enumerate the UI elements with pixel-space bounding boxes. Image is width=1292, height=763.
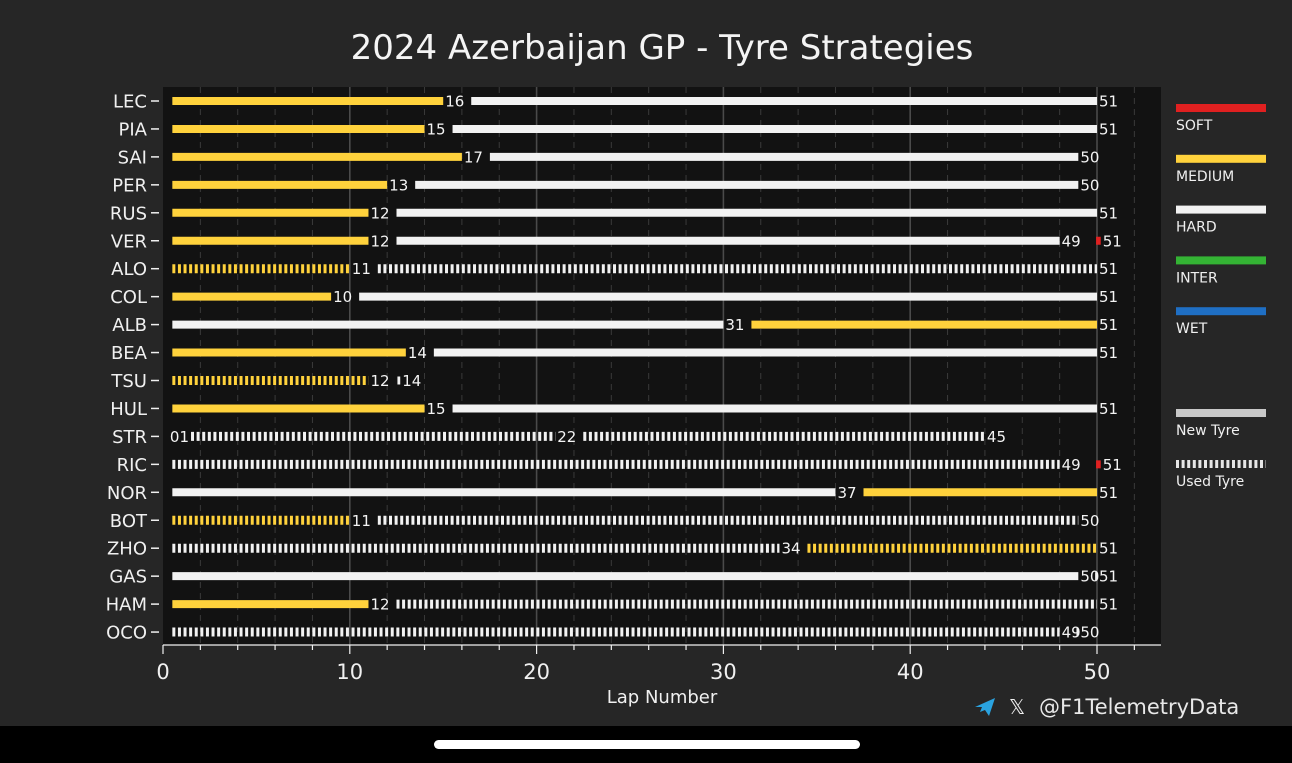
stint-end-label: 45 bbox=[987, 428, 1006, 446]
stint-end-label: 49 bbox=[1062, 456, 1081, 474]
stint-end-label: 14 bbox=[408, 344, 427, 362]
stint-end-label: 49 bbox=[1062, 624, 1081, 642]
stint-end-label: 51 bbox=[1099, 204, 1118, 222]
stint-end-label: 50 bbox=[1080, 568, 1099, 586]
driver-label: GAS bbox=[109, 567, 147, 588]
x-axis-label: Lap Number bbox=[607, 687, 718, 708]
stint-end-label: 51 bbox=[1099, 400, 1118, 418]
stint-end-label: 12 bbox=[370, 596, 389, 614]
stint-end-label: 51 bbox=[1099, 260, 1118, 278]
driver-label: HUL bbox=[110, 399, 147, 420]
legend-label: INTER bbox=[1176, 270, 1218, 286]
legend-label: MEDIUM bbox=[1176, 169, 1234, 185]
legend-label: Used Tyre bbox=[1176, 474, 1244, 490]
driver-label: SAI bbox=[118, 147, 147, 168]
stint-end-label: 11 bbox=[352, 260, 371, 278]
stint-end-label: 51 bbox=[1099, 596, 1118, 614]
x-axis: 0 10 20 30 40 50 bbox=[156, 644, 1161, 684]
telegram-icon bbox=[975, 698, 995, 716]
stint-end-label: 51 bbox=[1099, 568, 1118, 586]
stint-bars: 16 51 15 51 17 50 13 50 12 51 12 49 51 11 51 10 51 31 51 14… bbox=[170, 93, 1122, 642]
stint-start-label: 01 bbox=[170, 428, 189, 446]
x-tick-label: 50 bbox=[1084, 660, 1111, 684]
driver-label: HAM bbox=[106, 595, 147, 616]
driver-label: BOT bbox=[110, 511, 148, 532]
driver-label: PIA bbox=[119, 119, 148, 140]
home-indicator[interactable] bbox=[434, 740, 860, 749]
stint-end-label: 34 bbox=[781, 540, 800, 558]
driver-label: RUS bbox=[110, 203, 147, 224]
driver-label: PER bbox=[112, 175, 147, 196]
stint-end-label: 15 bbox=[427, 120, 446, 138]
stint-end-label: 16 bbox=[445, 93, 464, 111]
legend-label: New Tyre bbox=[1176, 423, 1240, 439]
stint-end-label: 51 bbox=[1099, 344, 1118, 362]
legend-swatch bbox=[1176, 307, 1266, 316]
stint-end-label: 51 bbox=[1099, 288, 1118, 306]
x-tick-label: 0 bbox=[156, 660, 169, 684]
stint-end-label: 49 bbox=[1062, 232, 1081, 250]
chart-title: 2024 Azerbaijan GP - Tyre Strategies bbox=[351, 28, 974, 68]
stint-end-label: 12 bbox=[370, 204, 389, 222]
watermark-credit: 𝕏 @F1TelemetryData bbox=[975, 695, 1239, 719]
legend-swatch bbox=[1176, 104, 1266, 112]
driver-label: LEC bbox=[113, 92, 147, 113]
driver-labels: LEC PIA SAI PER RUS VER ALO COL ALB BEA TSU HUL STR R… bbox=[106, 92, 159, 644]
stint-end-label: 11 bbox=[352, 512, 371, 530]
stint-end-label: 37 bbox=[837, 484, 856, 502]
driver-label: TSU bbox=[110, 371, 147, 392]
stint-end-label: 51 bbox=[1099, 484, 1118, 502]
x-tick-label: 10 bbox=[336, 660, 363, 684]
stint-end-label: 31 bbox=[725, 316, 744, 334]
legend-label: HARD bbox=[1176, 220, 1217, 236]
driver-label: OCO bbox=[106, 623, 147, 644]
driver-label: BEA bbox=[111, 343, 148, 364]
stint-end-label: 50 bbox=[1080, 512, 1099, 530]
stint-end-label: 14 bbox=[402, 372, 421, 390]
stint-end-label: 51 bbox=[1103, 456, 1122, 474]
legend: SOFT MEDIUM HARD INTER WET New Tyre Used Tyre bbox=[1176, 104, 1266, 490]
legend-swatch bbox=[1176, 205, 1266, 214]
watermark-handle: @F1TelemetryData bbox=[1039, 695, 1239, 719]
legend-label: WET bbox=[1176, 321, 1208, 337]
driver-label: COL bbox=[110, 287, 147, 308]
tyre-strategy-chart: 2024 Azerbaijan GP - Tyre Strategies 16 5… bbox=[106, 28, 1266, 719]
stint-end-label: 51 bbox=[1099, 540, 1118, 558]
stint-end-label: 10 bbox=[333, 288, 352, 306]
stint-end-label: 50 bbox=[1080, 176, 1099, 194]
driver-label: STR bbox=[112, 427, 147, 448]
stint-end-label: 15 bbox=[427, 400, 446, 418]
stint-end-label: 12 bbox=[370, 232, 389, 250]
stint-end-label: 51 bbox=[1099, 316, 1118, 334]
legend-swatch bbox=[1176, 154, 1266, 163]
stint-end-label: 50 bbox=[1080, 624, 1099, 642]
x-tick-label: 20 bbox=[523, 660, 550, 684]
stint-end-label: 17 bbox=[464, 148, 483, 166]
stint-end-label: 51 bbox=[1099, 93, 1118, 111]
legend-label: SOFT bbox=[1176, 118, 1213, 134]
stint-end-label: 50 bbox=[1080, 148, 1099, 166]
stint-end-label: 51 bbox=[1103, 232, 1122, 250]
stint-end-label: 13 bbox=[389, 176, 408, 194]
driver-label: VER bbox=[111, 231, 147, 252]
driver-label: ALB bbox=[112, 315, 147, 336]
driver-label: ALO bbox=[111, 259, 147, 280]
x-tick-label: 30 bbox=[710, 660, 737, 684]
legend-swatch bbox=[1176, 256, 1266, 265]
driver-label: NOR bbox=[107, 483, 147, 504]
stint-end-label: 51 bbox=[1099, 120, 1118, 138]
driver-label: ZHO bbox=[107, 539, 147, 560]
legend-swatch bbox=[1176, 409, 1266, 417]
driver-label: RIC bbox=[117, 455, 147, 476]
x-logo-icon: 𝕏 bbox=[1009, 695, 1025, 719]
x-tick-label: 40 bbox=[897, 660, 924, 684]
stint-end-label: 22 bbox=[557, 428, 576, 446]
stint-end-label: 12 bbox=[370, 372, 389, 390]
